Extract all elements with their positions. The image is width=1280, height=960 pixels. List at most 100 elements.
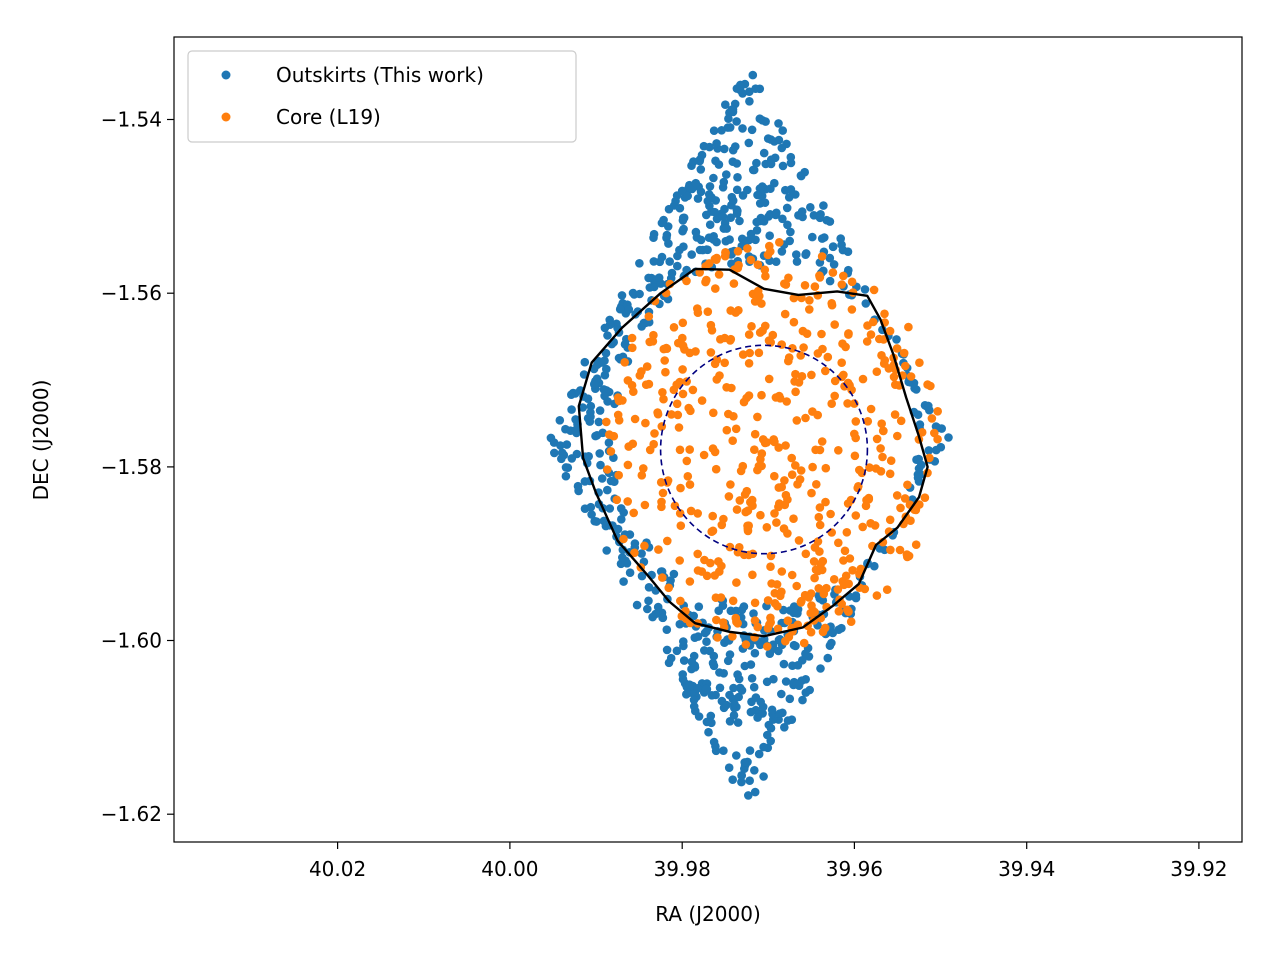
data-point-core xyxy=(644,312,654,321)
data-point-core xyxy=(658,388,667,397)
data-point-outskirts xyxy=(745,97,754,106)
data-point-core xyxy=(678,333,687,343)
data-point-core xyxy=(893,431,902,441)
data-point-outskirts xyxy=(715,683,725,693)
data-point-core xyxy=(899,348,909,358)
data-point-core xyxy=(851,511,861,520)
data-point-outskirts xyxy=(718,212,728,221)
data-point-outskirts xyxy=(703,196,713,206)
data-point-core xyxy=(715,371,724,380)
data-point-outskirts xyxy=(825,217,835,226)
data-point-core xyxy=(724,492,734,501)
data-point-core xyxy=(818,556,828,566)
data-point-core xyxy=(710,571,719,580)
data-point-core xyxy=(863,321,872,330)
data-point-core xyxy=(732,578,741,587)
data-point-outskirts xyxy=(702,210,711,220)
data-point-outskirts xyxy=(727,192,737,202)
data-point-core xyxy=(745,348,754,358)
data-point-outskirts xyxy=(752,158,761,168)
data-point-core xyxy=(711,464,721,474)
data-point-core xyxy=(744,391,754,400)
data-point-core xyxy=(773,624,783,634)
data-point-core xyxy=(713,633,722,642)
data-point-core xyxy=(780,476,789,485)
data-point-outskirts xyxy=(783,716,793,725)
data-point-outskirts xyxy=(709,126,719,135)
data-point-outskirts xyxy=(823,653,833,663)
data-point-core xyxy=(762,438,771,447)
data-point-outskirts xyxy=(777,247,787,256)
data-point-outskirts xyxy=(586,412,595,422)
legend-box xyxy=(187,50,577,143)
data-point-outskirts xyxy=(635,259,644,268)
data-point-outskirts xyxy=(567,390,576,400)
data-point-outskirts xyxy=(649,257,659,266)
data-point-core xyxy=(728,596,738,606)
data-point-core xyxy=(830,391,839,401)
y-axis-label: DEC (J2000) xyxy=(29,380,53,501)
data-point-core xyxy=(839,580,849,590)
data-point-outskirts xyxy=(586,502,596,512)
data-point-core xyxy=(808,462,817,472)
data-point-core xyxy=(639,464,648,473)
data-point-core xyxy=(708,511,717,521)
data-point-outskirts xyxy=(604,438,614,448)
data-point-core xyxy=(750,616,760,625)
data-point-outskirts xyxy=(772,208,781,218)
data-point-outskirts xyxy=(620,340,630,349)
data-point-core xyxy=(880,356,890,365)
data-point-outskirts xyxy=(691,178,701,188)
data-point-core xyxy=(743,521,752,531)
data-point-outskirts xyxy=(720,144,729,154)
data-point-core xyxy=(838,339,847,349)
data-point-outskirts xyxy=(797,207,807,216)
data-point-core xyxy=(618,396,627,405)
data-point-core xyxy=(906,372,916,381)
data-point-core xyxy=(770,599,780,608)
data-point-core xyxy=(654,545,663,554)
data-point-core xyxy=(851,417,861,426)
data-point-outskirts xyxy=(724,763,734,772)
data-point-outskirts xyxy=(625,568,635,577)
data-point-outskirts xyxy=(778,126,787,135)
data-point-outskirts xyxy=(592,431,602,440)
data-point-core xyxy=(714,270,724,279)
data-point-outskirts xyxy=(703,245,712,255)
data-point-outskirts xyxy=(825,276,835,286)
data-point-outskirts xyxy=(689,695,699,705)
data-point-outskirts xyxy=(767,705,777,715)
data-point-outskirts xyxy=(784,193,794,202)
data-point-outskirts xyxy=(750,787,760,797)
data-point-core xyxy=(896,503,905,513)
data-point-outskirts xyxy=(662,645,672,655)
data-point-core xyxy=(780,500,790,510)
data-point-core xyxy=(659,344,669,354)
data-point-outskirts xyxy=(637,571,647,581)
data-point-outskirts xyxy=(589,364,599,374)
core-contour xyxy=(577,267,929,638)
data-point-core xyxy=(735,496,745,505)
data-point-outskirts xyxy=(722,170,731,179)
data-point-outskirts xyxy=(924,446,934,455)
data-point-core xyxy=(738,350,748,359)
data-point-outskirts xyxy=(687,250,696,259)
data-point-core xyxy=(614,416,624,425)
data-point-outskirts xyxy=(763,730,772,740)
data-point-outskirts xyxy=(605,504,615,513)
x-axis-label: RA (J2000) xyxy=(655,902,761,926)
data-point-outskirts xyxy=(619,508,628,517)
data-point-core xyxy=(784,353,794,362)
data-point-core xyxy=(842,528,852,537)
data-point-core xyxy=(911,540,921,549)
data-point-core xyxy=(699,450,709,460)
data-point-outskirts xyxy=(555,416,565,425)
data-point-outskirts xyxy=(817,234,827,243)
data-point-outskirts xyxy=(618,553,627,562)
data-point-core xyxy=(717,520,727,530)
data-point-core xyxy=(728,632,737,641)
data-point-core xyxy=(809,557,819,566)
data-point-core xyxy=(872,591,882,600)
data-point-outskirts xyxy=(740,661,750,671)
data-point-outskirts xyxy=(731,142,740,151)
